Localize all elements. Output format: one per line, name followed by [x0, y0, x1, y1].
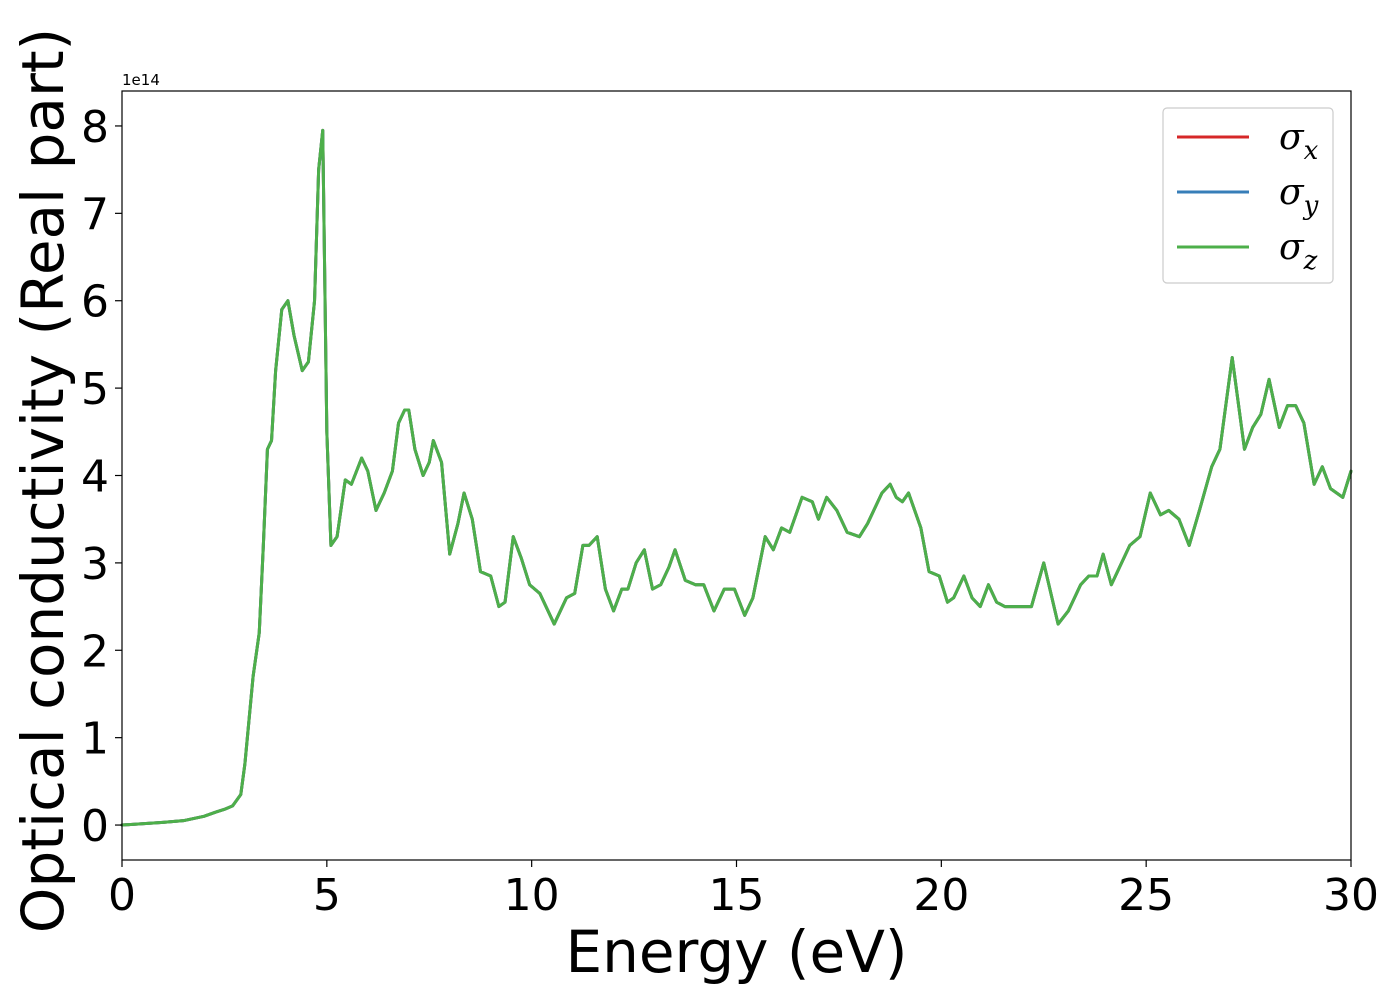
- y-axis-ticks: 0 1 2 3 4 5 6 7 8: [81, 102, 122, 852]
- y-tick-label: 6: [81, 277, 109, 328]
- legend-box: [1162, 107, 1334, 284]
- x-tick-label: 0: [108, 870, 136, 921]
- legend-entry-label: σz: [1279, 227, 1318, 276]
- x-tick-label: 30: [1323, 870, 1379, 921]
- y-tick-label: 7: [81, 189, 109, 240]
- x-tick-label: 20: [913, 870, 969, 921]
- y-axis-label: Optical conductivity (Real part): [9, 28, 77, 933]
- legend-subscript: z: [1303, 246, 1318, 276]
- x-tick-label: 10: [504, 870, 560, 921]
- x-tick-label: 25: [1118, 870, 1174, 921]
- y-tick-label: 8: [81, 102, 109, 153]
- x-axis-ticks: 0 5 10 15 20 25 30: [108, 860, 1379, 921]
- series-layer: [120, 128, 1353, 827]
- y-offset-text: 1e14: [122, 71, 160, 89]
- y-tick-label: 2: [81, 626, 109, 677]
- y-tick-label: 1: [81, 714, 109, 765]
- legend-subscript: x: [1304, 136, 1319, 166]
- series-line-σz: [120, 128, 1353, 827]
- y-tick-label: 4: [81, 452, 109, 503]
- x-axis-label: Energy (eV): [565, 918, 907, 986]
- legend-symbol: σ: [1279, 117, 1305, 158]
- x-tick-label: 15: [709, 870, 765, 921]
- legend-entry-label: σy: [1279, 172, 1319, 221]
- y-tick-label: 3: [81, 539, 109, 590]
- y-tick-label: 0: [81, 801, 109, 852]
- legend-entry-label: σx: [1279, 117, 1319, 166]
- legend-symbol: σ: [1279, 227, 1305, 268]
- legend-subscript: y: [1303, 191, 1319, 221]
- y-tick-label: 5: [81, 364, 109, 415]
- x-tick-label: 5: [313, 870, 341, 921]
- legend-symbol: σ: [1279, 172, 1305, 213]
